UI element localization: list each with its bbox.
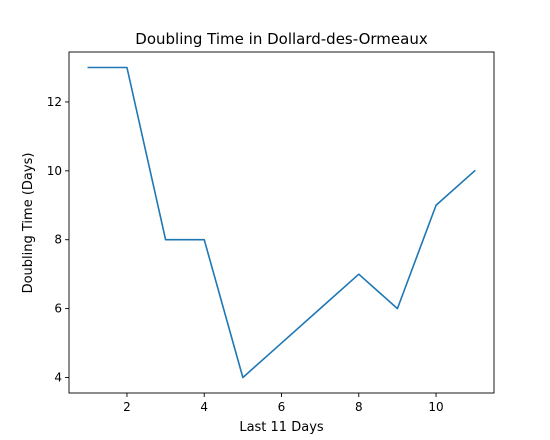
x-tick-label: 6 bbox=[278, 400, 286, 414]
x-tick-label: 2 bbox=[123, 400, 131, 414]
y-tick-label: 8 bbox=[54, 233, 62, 247]
chart-title: Doubling Time in Dollard-des-Ormeaux bbox=[135, 30, 428, 48]
x-tick-label: 4 bbox=[200, 400, 208, 414]
y-tick-label: 4 bbox=[54, 371, 62, 385]
x-tick-label: 8 bbox=[355, 400, 363, 414]
x-tick-label: 10 bbox=[428, 400, 443, 414]
x-axis-label: Last 11 Days bbox=[239, 420, 324, 435]
y-tick-label: 12 bbox=[47, 95, 62, 109]
series-line-0 bbox=[87, 66, 476, 379]
y-axis-label: Doubling Time (Days) bbox=[21, 153, 36, 294]
plot-area: 2 4 6 8 10 4 6 8 10 12 bbox=[47, 51, 495, 414]
y-tick-label: 10 bbox=[47, 164, 62, 178]
y-tick-label: 6 bbox=[54, 302, 62, 316]
